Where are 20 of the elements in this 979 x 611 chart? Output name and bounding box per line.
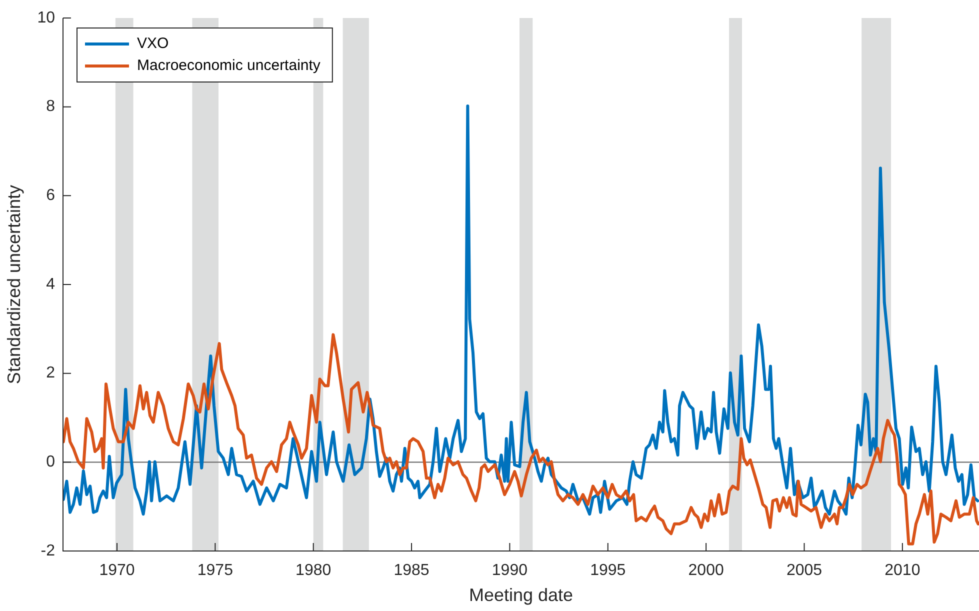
- x-tick-label: 2000: [688, 562, 724, 580]
- x-tick-label: 1995: [590, 562, 626, 580]
- y-tick-label: -2: [40, 542, 56, 560]
- y-tick-label: 6: [46, 187, 56, 204]
- x-tick-label: 1990: [492, 562, 528, 580]
- x-tick-label: 2010: [884, 562, 920, 580]
- x-tick-label: 1985: [394, 562, 430, 580]
- x-axis-title: Meeting date: [468, 585, 574, 606]
- y-axis-title: Standardized uncertainty: [4, 184, 24, 384]
- x-tick-label: 1975: [197, 562, 234, 580]
- y-tick-label: 2: [46, 364, 56, 382]
- y-tick-label: 8: [46, 98, 56, 116]
- y-tick-label: 0: [46, 454, 56, 471]
- y-tick-label: 4: [46, 276, 56, 293]
- legend-label: Macroeconomic uncertainty: [137, 57, 321, 74]
- x-tick-label: 1980: [296, 562, 332, 580]
- y-tick-label: 10: [37, 9, 56, 26]
- legend-label: VXO: [137, 35, 169, 52]
- x-tick-label: 1970: [99, 562, 135, 580]
- x-tick-label: 2005: [786, 562, 822, 580]
